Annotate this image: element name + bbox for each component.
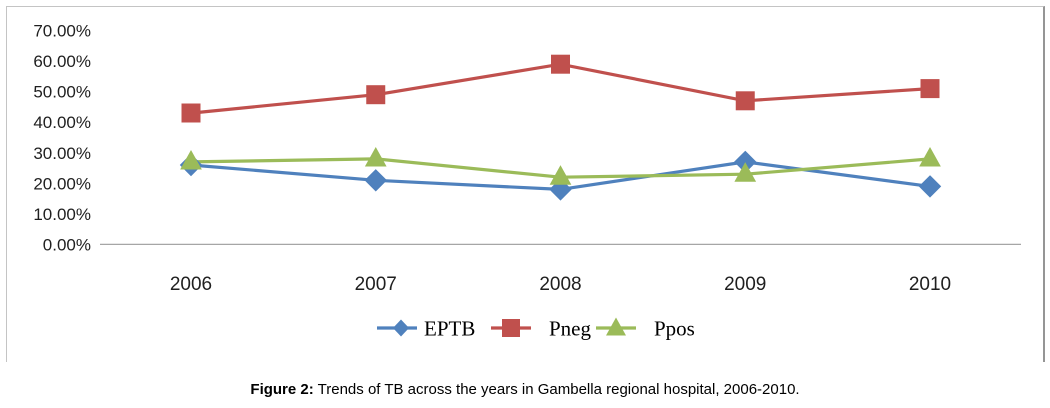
svg-text:2008: 2008 — [539, 274, 581, 295]
svg-text:Ppos: Ppos — [654, 316, 695, 340]
svg-text:40.00%: 40.00% — [33, 113, 91, 132]
svg-text:60.00%: 60.00% — [33, 52, 91, 71]
svg-text:2010: 2010 — [909, 274, 951, 295]
svg-text:10.00%: 10.00% — [33, 205, 91, 224]
svg-text:70.00%: 70.00% — [33, 22, 91, 41]
svg-text:0.00%: 0.00% — [43, 235, 91, 254]
svg-text:Pneg: Pneg — [549, 316, 592, 340]
svg-text:2006: 2006 — [170, 274, 212, 295]
svg-text:20.00%: 20.00% — [33, 174, 91, 193]
svg-text:EPTB: EPTB — [424, 316, 475, 340]
svg-text:2007: 2007 — [355, 274, 397, 295]
svg-text:50.00%: 50.00% — [33, 83, 91, 102]
svg-text:30.00%: 30.00% — [33, 144, 91, 163]
svg-text:2009: 2009 — [724, 274, 766, 295]
